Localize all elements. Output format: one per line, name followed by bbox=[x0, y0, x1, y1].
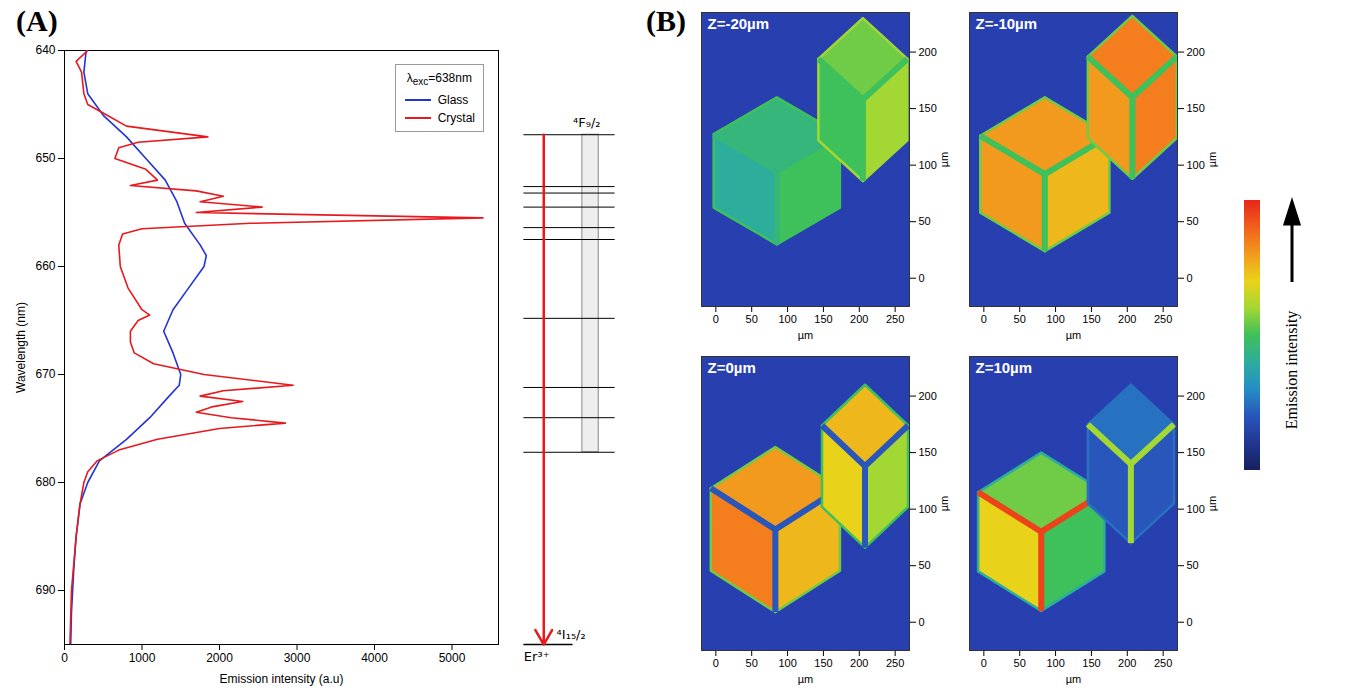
svg-text:150: 150 bbox=[1082, 657, 1100, 669]
svg-text:200: 200 bbox=[850, 657, 868, 669]
svg-text:0: 0 bbox=[713, 657, 719, 669]
svg-text:µm: µm bbox=[1066, 673, 1082, 685]
svg-text:⁴I₁₅/₂: ⁴I₁₅/₂ bbox=[557, 627, 586, 642]
svg-text:200: 200 bbox=[1187, 390, 1205, 402]
svg-text:150: 150 bbox=[1082, 313, 1100, 325]
svg-text:0: 0 bbox=[713, 313, 719, 325]
svg-text:690: 690 bbox=[35, 583, 55, 597]
svg-text:640: 640 bbox=[35, 43, 55, 57]
svg-text:100: 100 bbox=[778, 313, 796, 325]
svg-text:µm: µm bbox=[1206, 496, 1218, 512]
svg-text:150: 150 bbox=[1187, 102, 1205, 114]
html-text:Glass: Glass bbox=[437, 93, 469, 108]
svg-text:5000: 5000 bbox=[439, 651, 466, 665]
svg-text:0: 0 bbox=[1187, 272, 1193, 284]
svg-text:100: 100 bbox=[1187, 503, 1205, 515]
svg-text:Z=-10µm: Z=-10µm bbox=[976, 15, 1038, 32]
svg-text:200: 200 bbox=[1118, 657, 1136, 669]
svg-text:50: 50 bbox=[919, 215, 931, 227]
svg-text:3000: 3000 bbox=[284, 651, 311, 665]
svg-text:0: 0 bbox=[981, 657, 987, 669]
svg-text:100: 100 bbox=[1046, 657, 1064, 669]
svg-text:0: 0 bbox=[981, 313, 987, 325]
svg-text:µm: µm bbox=[938, 152, 950, 168]
svg-text:µm: µm bbox=[1066, 329, 1082, 341]
svg-text:0: 0 bbox=[919, 272, 925, 284]
svg-text:150: 150 bbox=[919, 102, 937, 114]
svg-text:50: 50 bbox=[1187, 215, 1199, 227]
svg-text:200: 200 bbox=[1118, 313, 1136, 325]
svg-text:µm: µm bbox=[1206, 152, 1218, 168]
svg-text:670: 670 bbox=[35, 367, 55, 381]
svg-text:680: 680 bbox=[35, 475, 55, 489]
svg-text:50: 50 bbox=[746, 313, 758, 325]
svg-text:200: 200 bbox=[919, 46, 937, 58]
svg-text:Z=0µm: Z=0µm bbox=[708, 359, 756, 376]
svg-text:Z=-20µm: Z=-20µm bbox=[708, 15, 770, 32]
svg-text:µm: µm bbox=[798, 673, 814, 685]
svg-text:Z=10µm: Z=10µm bbox=[976, 359, 1033, 376]
svg-text:150: 150 bbox=[814, 657, 832, 669]
svg-text:150: 150 bbox=[814, 313, 832, 325]
svg-text:Emission intensity (a.u): Emission intensity (a.u) bbox=[219, 672, 343, 686]
svg-text:100: 100 bbox=[1046, 313, 1064, 325]
svg-text:650: 650 bbox=[35, 151, 55, 165]
svg-text:Wavelength (nm): Wavelength (nm) bbox=[14, 302, 28, 393]
svg-text:250: 250 bbox=[886, 657, 904, 669]
svg-text:0: 0 bbox=[1187, 616, 1193, 628]
svg-text:50: 50 bbox=[746, 657, 758, 669]
svg-text:µm: µm bbox=[798, 329, 814, 341]
svg-text:100: 100 bbox=[1187, 159, 1205, 171]
svg-text:50: 50 bbox=[1187, 559, 1199, 571]
html-text:Crystal: Crystal bbox=[437, 111, 475, 126]
svg-text:2000: 2000 bbox=[206, 651, 233, 665]
svg-text:Emission intensity: Emission intensity bbox=[1283, 311, 1301, 430]
svg-text:4000: 4000 bbox=[361, 651, 388, 665]
svg-text:150: 150 bbox=[1187, 446, 1205, 458]
html-text:λexc=638nm: λexc=638nm bbox=[406, 71, 472, 88]
svg-text:Er³⁺: Er³⁺ bbox=[524, 649, 550, 664]
svg-text:200: 200 bbox=[1187, 46, 1205, 58]
svg-text:100: 100 bbox=[919, 503, 937, 515]
svg-text:µm: µm bbox=[938, 496, 950, 512]
svg-text:250: 250 bbox=[1154, 313, 1172, 325]
svg-text:100: 100 bbox=[919, 159, 937, 171]
svg-text:200: 200 bbox=[919, 390, 937, 402]
html-text:(A): (A) bbox=[16, 4, 58, 37]
svg-text:660: 660 bbox=[35, 259, 55, 273]
svg-text:50: 50 bbox=[1014, 657, 1026, 669]
svg-text:50: 50 bbox=[919, 559, 931, 571]
svg-text:250: 250 bbox=[1154, 657, 1172, 669]
html-text:(B): (B) bbox=[646, 4, 686, 37]
svg-text:1000: 1000 bbox=[129, 651, 156, 665]
svg-text:0: 0 bbox=[919, 616, 925, 628]
svg-text:0: 0 bbox=[61, 651, 68, 665]
svg-text:200: 200 bbox=[850, 313, 868, 325]
svg-text:100: 100 bbox=[778, 657, 796, 669]
svg-text:50: 50 bbox=[1014, 313, 1026, 325]
svg-text:250: 250 bbox=[886, 313, 904, 325]
svg-text:⁴F₉/₂: ⁴F₉/₂ bbox=[573, 115, 601, 130]
svg-text:150: 150 bbox=[919, 446, 937, 458]
